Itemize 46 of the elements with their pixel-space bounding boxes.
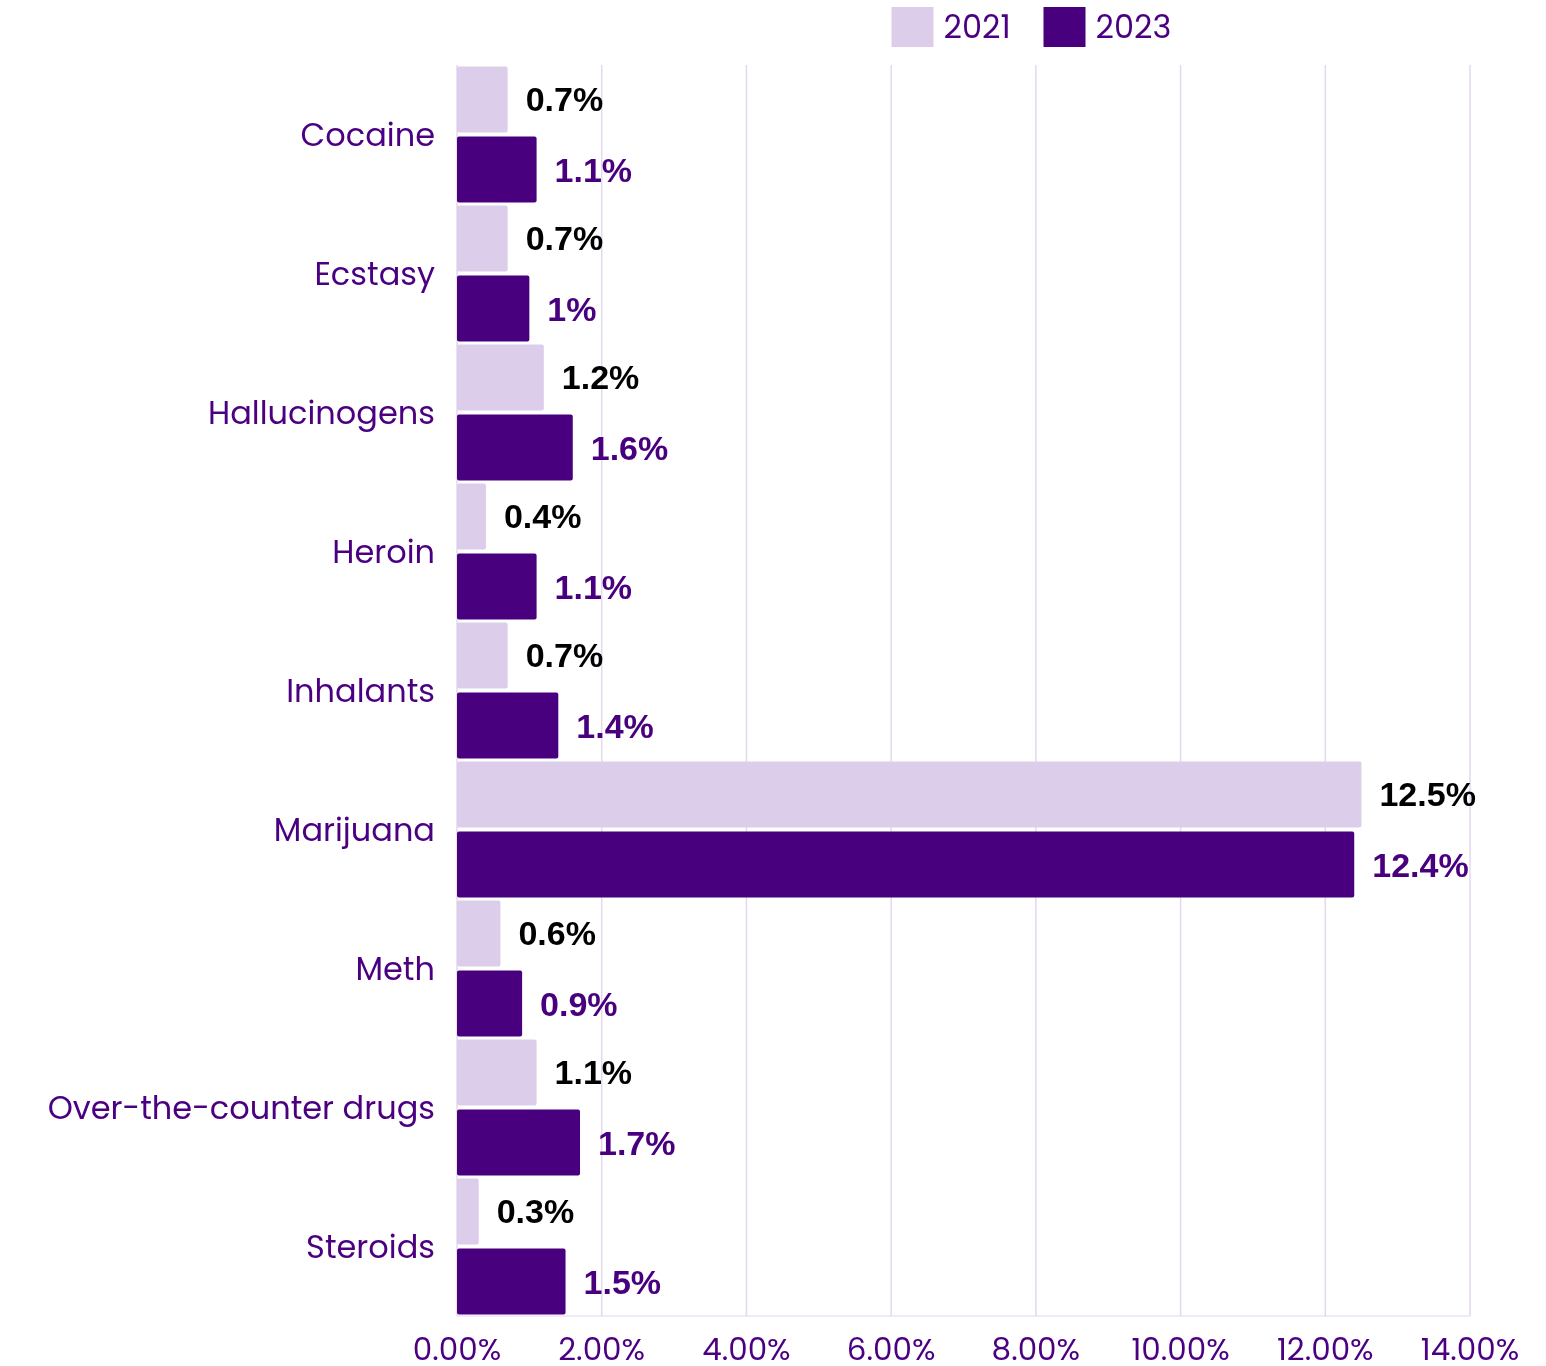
bar (457, 1248, 566, 1315)
data-label: 1.1% (554, 1053, 633, 1092)
data-label: 12.5% (1379, 775, 1476, 814)
y-tick-label: Steroids (306, 1223, 435, 1269)
x-tick-label: 6.00% (846, 1327, 936, 1366)
x-tick-label: 0.00% (412, 1327, 502, 1366)
bar (457, 553, 537, 620)
legend-label: 2021 (943, 4, 1011, 50)
bar (457, 275, 530, 342)
y-tick-label: Marijuana (273, 806, 435, 852)
x-tick-label: 8.00% (991, 1327, 1081, 1366)
data-label: 1% (547, 289, 597, 328)
y-tick-label: Cocaine (300, 111, 435, 157)
data-label: 0.4% (503, 497, 582, 536)
data-label: 0.6% (518, 914, 596, 953)
x-tick-label: 2.00% (558, 1327, 646, 1366)
data-label: 0.9% (540, 984, 618, 1023)
data-label: 1.1% (554, 567, 633, 606)
bar (457, 1109, 581, 1176)
data-label: 1.1% (554, 150, 633, 189)
data-label: 0.7% (525, 636, 604, 675)
data-label: 0.7% (525, 80, 604, 119)
bar (457, 414, 573, 481)
data-label: 0.7% (525, 219, 604, 258)
y-tick-label: Hallucinogens (208, 389, 435, 435)
legend-label: 2023 (1095, 4, 1172, 50)
data-label: 1.4% (576, 706, 654, 745)
bar (457, 970, 523, 1037)
data-label: 1.2% (561, 358, 640, 397)
bar (457, 831, 1355, 898)
y-tick-label: Meth (355, 945, 435, 991)
x-tick-label: 10.00% (1131, 1327, 1230, 1366)
data-label: 12.4% (1372, 845, 1469, 884)
data-label: 0.3% (496, 1192, 575, 1231)
data-label: 1.6% (590, 428, 669, 467)
x-tick-label: 14.00% (1420, 1327, 1520, 1366)
y-tick-label: Ecstasy (314, 250, 435, 296)
x-tick-label: 4.00% (702, 1327, 791, 1366)
y-tick-label: Heroin (332, 528, 435, 574)
x-tick-label: 12.00% (1276, 1327, 1374, 1366)
data-label: 1.5% (583, 1262, 662, 1301)
y-tick-label: Over-the-counter drugs (47, 1084, 435, 1130)
y-tick-label: Inhalants (286, 667, 435, 713)
data-label: 1.7% (598, 1123, 676, 1162)
bar (457, 692, 559, 759)
bar (457, 136, 537, 203)
